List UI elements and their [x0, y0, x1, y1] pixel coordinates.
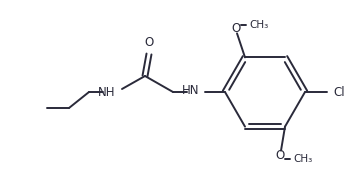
Text: Cl: Cl [333, 86, 345, 98]
Text: CH₃: CH₃ [249, 20, 268, 30]
Text: O: O [275, 149, 285, 162]
Text: CH₃: CH₃ [293, 154, 312, 164]
Text: O: O [231, 22, 241, 35]
Text: NH: NH [97, 86, 115, 100]
Text: HN: HN [181, 84, 199, 98]
Text: O: O [144, 36, 154, 49]
